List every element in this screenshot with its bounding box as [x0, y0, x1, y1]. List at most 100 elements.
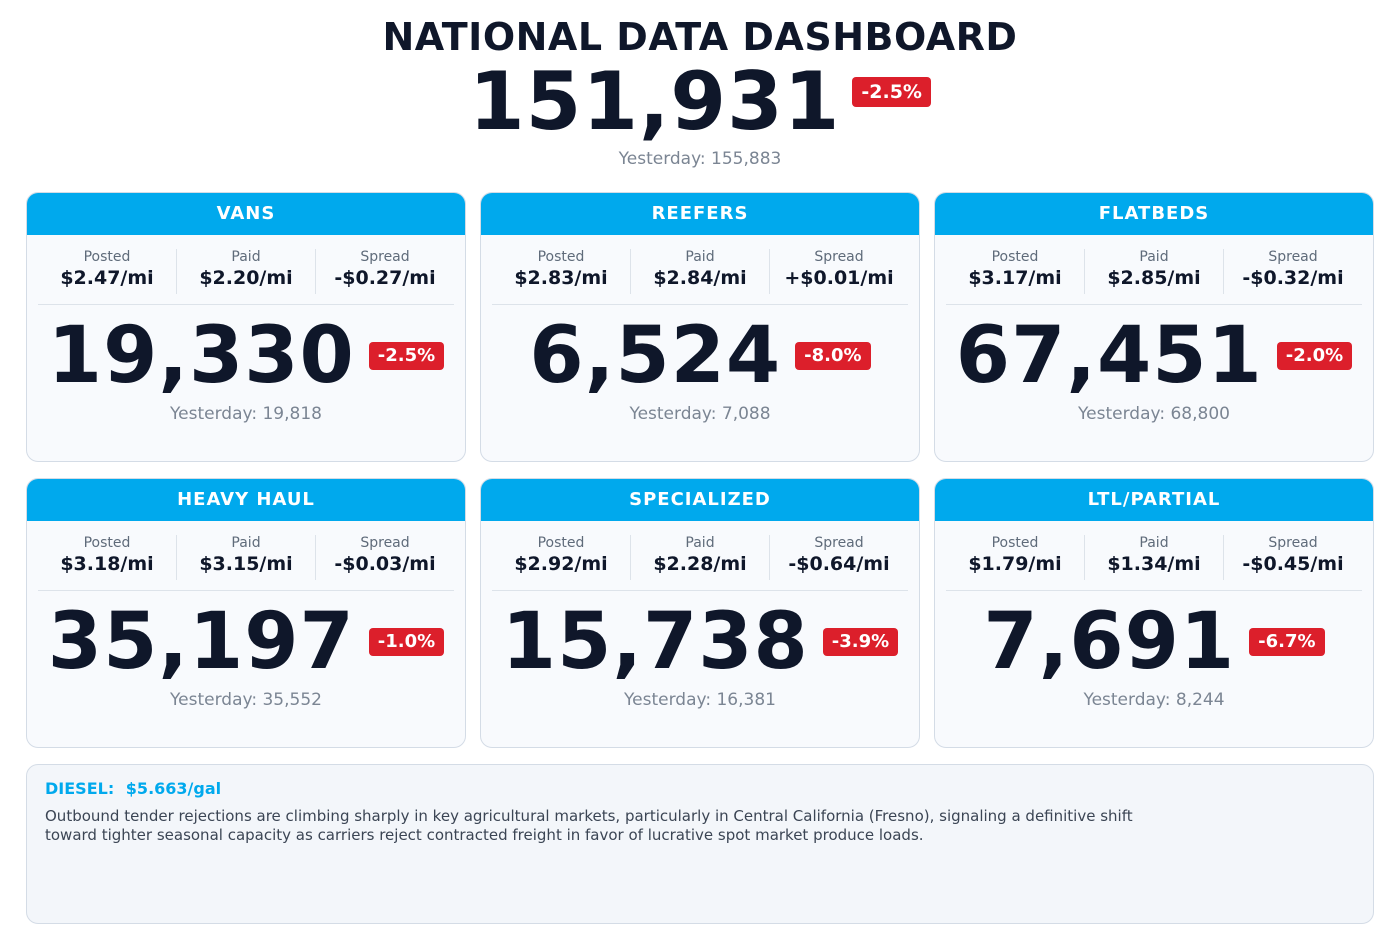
card-vans: VANS Posted $2.47/mi Paid $2.20/mi Sprea… [26, 192, 466, 462]
rate-value: -$0.64/mi [788, 553, 890, 575]
rates-row: Posted $2.83/mi Paid $2.84/mi Spread +$0… [492, 249, 908, 305]
rate-paid: Paid $2.84/mi [631, 249, 770, 294]
total-change-badge: -2.5% [852, 77, 931, 107]
rate-value: -$0.03/mi [334, 553, 436, 575]
card-reefers: REEFERS Posted $2.83/mi Paid $2.84/mi Sp… [480, 192, 920, 462]
rate-value: $1.79/mi [968, 553, 1062, 575]
rate-value: $3.18/mi [60, 553, 154, 575]
total-yesterday: Yesterday: 155,883 [618, 149, 782, 169]
card-title: HEAVY HAUL [27, 479, 465, 521]
rate-posted: Posted $1.79/mi [946, 535, 1085, 580]
rate-label: Paid [685, 535, 715, 551]
rate-value: $1.34/mi [1107, 553, 1201, 575]
volume-row: 15,738 -3.9% [481, 601, 919, 683]
volume-row: 6,524 -8.0% [481, 315, 919, 397]
card-ltl-partial: LTL/PARTIAL Posted $1.79/mi Paid $1.34/m… [934, 478, 1374, 748]
rate-value: $2.83/mi [514, 267, 608, 289]
total-row: 151,931 -2.5% [0, 60, 1400, 144]
rate-value: $3.17/mi [968, 267, 1062, 289]
rate-label: Posted [991, 249, 1039, 265]
yesterday-value: Yesterday: 19,818 [170, 404, 322, 424]
change-badge: -6.7% [1249, 628, 1325, 656]
diesel-price: DIESEL: $5.663/gal [45, 779, 1355, 799]
rate-label: Spread [360, 249, 410, 265]
rates-row: Posted $3.18/mi Paid $3.15/mi Spread -$0… [38, 535, 454, 591]
rate-posted: Posted $3.17/mi [946, 249, 1085, 294]
rate-value: -$0.45/mi [1242, 553, 1344, 575]
volume-row: 67,451 -2.0% [935, 315, 1373, 397]
rate-paid: Paid $1.34/mi [1085, 535, 1224, 580]
rate-spread: Spread +$0.01/mi [770, 249, 908, 294]
rate-value: $2.84/mi [653, 267, 747, 289]
diesel-label: DIESEL: [45, 779, 115, 798]
rate-spread: Spread -$0.64/mi [770, 535, 908, 580]
rate-value: -$0.27/mi [334, 267, 436, 289]
rate-paid: Paid $3.15/mi [177, 535, 316, 580]
rate-label: Posted [991, 535, 1039, 551]
yesterday-value: Yesterday: 35,552 [170, 690, 322, 710]
rate-label: Spread [1268, 249, 1318, 265]
rate-label: Spread [360, 535, 410, 551]
rate-label: Posted [83, 249, 131, 265]
rate-label: Paid [1139, 249, 1169, 265]
change-badge: -1.0% [368, 628, 445, 656]
yesterday-value: Yesterday: 8,244 [1083, 690, 1225, 710]
card-flatbeds: FLATBEDS Posted $3.17/mi Paid $2.85/mi S… [934, 192, 1374, 462]
volume-row: 35,197 -1.0% [27, 601, 465, 683]
yesterday-value: Yesterday: 68,800 [1078, 404, 1230, 424]
rate-value: $2.92/mi [514, 553, 608, 575]
rates-row: Posted $2.92/mi Paid $2.28/mi Spread -$0… [492, 535, 908, 591]
rate-posted: Posted $2.47/mi [38, 249, 177, 294]
card-title: REEFERS [481, 193, 919, 235]
card-heavy-haul: HEAVY HAUL Posted $3.18/mi Paid $3.15/mi… [26, 478, 466, 748]
rate-spread: Spread -$0.45/mi [1224, 535, 1362, 580]
volume-value: 15,738 [501, 597, 809, 687]
volume-row: 19,330 -2.5% [27, 315, 465, 397]
card-title: VANS [27, 193, 465, 235]
card-specialized: SPECIALIZED Posted $2.92/mi Paid $2.28/m… [480, 478, 920, 748]
rate-label: Paid [231, 249, 261, 265]
rate-label: Posted [537, 535, 585, 551]
rate-label: Paid [685, 249, 715, 265]
rate-paid: Paid $2.28/mi [631, 535, 770, 580]
rate-value: +$0.01/mi [784, 267, 894, 289]
rate-label: Spread [814, 249, 864, 265]
volume-value: 35,197 [47, 597, 355, 687]
rate-value: $2.20/mi [199, 267, 293, 289]
market-commentary: Outbound tender rejections are climbing … [45, 807, 1133, 844]
total-value: 151,931 [469, 55, 841, 148]
rate-value: $2.47/mi [60, 267, 154, 289]
page-title: NATIONAL DATA DASHBOARD [382, 15, 1018, 59]
diesel-value: $5.663/gal [125, 779, 222, 798]
rate-posted: Posted $2.83/mi [492, 249, 631, 294]
rate-spread: Spread -$0.03/mi [316, 535, 454, 580]
change-badge: -2.5% [368, 342, 445, 370]
rate-label: Paid [1139, 535, 1169, 551]
volume-value: 19,330 [47, 311, 355, 401]
yesterday-value: Yesterday: 7,088 [629, 404, 771, 424]
rate-value: $3.15/mi [199, 553, 293, 575]
card-title: SPECIALIZED [481, 479, 919, 521]
volume-value: 67,451 [955, 311, 1263, 401]
rates-row: Posted $2.47/mi Paid $2.20/mi Spread -$0… [38, 249, 454, 305]
change-badge: -8.0% [795, 342, 871, 370]
rate-value: $2.28/mi [653, 553, 747, 575]
volume-value: 6,524 [529, 311, 782, 401]
change-badge: -3.9% [822, 628, 899, 656]
rates-row: Posted $3.17/mi Paid $2.85/mi Spread -$0… [946, 249, 1362, 305]
dashboard-header: NATIONAL DATA DASHBOARD 151,931 -2.5% Ye… [0, 14, 1400, 170]
rate-paid: Paid $2.85/mi [1085, 249, 1224, 294]
rate-label: Spread [1268, 535, 1318, 551]
card-title: LTL/PARTIAL [935, 479, 1373, 521]
rate-posted: Posted $3.18/mi [38, 535, 177, 580]
rate-spread: Spread -$0.27/mi [316, 249, 454, 294]
rate-paid: Paid $2.20/mi [177, 249, 316, 294]
volume-row: 7,691 -6.7% [935, 601, 1373, 683]
rate-value: $2.85/mi [1107, 267, 1201, 289]
change-badge: -2.0% [1276, 342, 1353, 370]
card-title: FLATBEDS [935, 193, 1373, 235]
rate-label: Posted [83, 535, 131, 551]
rate-label: Paid [231, 535, 261, 551]
rate-spread: Spread -$0.32/mi [1224, 249, 1362, 294]
rate-label: Spread [814, 535, 864, 551]
